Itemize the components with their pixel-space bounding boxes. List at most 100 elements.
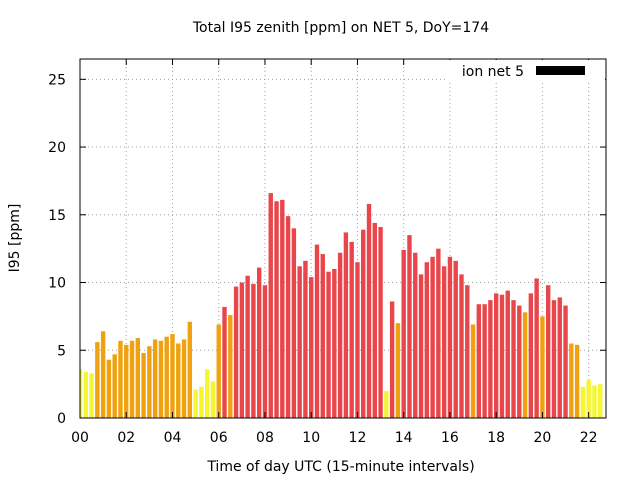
bar <box>401 250 406 418</box>
x-tick-label: 06 <box>210 430 228 446</box>
bar <box>436 248 441 418</box>
bar <box>245 275 250 418</box>
axis-ticks: 0 5 10 15 20 25 00 02 04 06 08 10 12 14 16 18 20 22 <box>48 59 606 446</box>
bar <box>598 384 603 418</box>
bar <box>262 285 268 418</box>
bar <box>291 228 297 418</box>
bar <box>280 199 285 418</box>
bars <box>80 193 603 418</box>
bar <box>551 300 557 418</box>
bar <box>372 222 377 418</box>
bar <box>430 256 435 418</box>
bar <box>268 193 273 418</box>
bar <box>320 254 325 418</box>
bar <box>187 321 193 418</box>
y-tick-label: 15 <box>48 208 66 224</box>
bar <box>580 386 586 418</box>
bar <box>355 262 360 418</box>
bar <box>470 324 476 418</box>
bar <box>488 300 493 418</box>
bar <box>89 373 94 418</box>
bar <box>476 304 482 418</box>
bar <box>424 262 430 418</box>
bar <box>239 282 245 418</box>
bar <box>465 285 470 418</box>
x-tick-label: 20 <box>534 430 552 446</box>
bar <box>170 334 175 418</box>
bar <box>366 203 372 418</box>
bar <box>378 226 383 418</box>
legend-swatch <box>536 66 585 75</box>
x-tick-label: 22 <box>580 430 598 446</box>
y-tick-label: 20 <box>48 140 66 156</box>
bar <box>389 301 395 418</box>
bar <box>447 256 453 418</box>
bar <box>256 267 262 418</box>
bar <box>147 346 152 418</box>
bar <box>176 343 181 418</box>
bar <box>349 241 354 418</box>
bar <box>251 283 256 418</box>
bar <box>152 339 158 418</box>
bar <box>100 331 106 418</box>
x-tick-label: 02 <box>117 430 135 446</box>
bar <box>453 260 458 418</box>
bar <box>418 274 424 418</box>
bar <box>517 305 522 418</box>
legend: ion net 5 <box>448 60 605 82</box>
bar <box>407 235 412 418</box>
bar <box>314 244 320 418</box>
bar <box>141 352 146 418</box>
bar <box>193 389 198 418</box>
bar <box>332 268 337 418</box>
bar <box>569 343 574 418</box>
bar <box>384 390 389 418</box>
bar <box>337 252 343 418</box>
bar <box>297 266 302 418</box>
bar <box>459 274 464 418</box>
bar <box>112 354 117 418</box>
bar <box>124 344 129 418</box>
bar <box>228 315 233 418</box>
bar <box>586 380 591 418</box>
y-tick-label: 0 <box>57 411 66 427</box>
bar <box>499 294 505 418</box>
bar <box>441 266 447 418</box>
bar <box>210 381 216 418</box>
bar <box>540 316 545 418</box>
x-tick-label: 16 <box>441 430 459 446</box>
bar <box>106 359 112 418</box>
bar <box>413 252 418 418</box>
bar <box>216 324 221 418</box>
bar <box>546 285 551 418</box>
x-tick-label: 04 <box>164 430 182 446</box>
bar <box>80 369 83 418</box>
x-tick-label: 12 <box>349 430 367 446</box>
y-tick-label: 5 <box>57 343 66 359</box>
bar <box>511 300 516 418</box>
bar <box>233 286 239 418</box>
bar <box>204 369 210 418</box>
chart-title: Total I95 zenith [ppm] on NET 5, DoY=174 <box>192 20 489 36</box>
y-tick-label: 25 <box>48 72 66 88</box>
y-axis-label: I95 [ppm] <box>7 204 23 273</box>
x-tick-label: 08 <box>256 430 274 446</box>
bar <box>158 340 164 418</box>
bar <box>482 304 487 418</box>
bar <box>118 340 123 418</box>
bar <box>199 386 204 418</box>
bar <box>274 201 279 418</box>
bar <box>493 293 499 418</box>
x-tick-label: 00 <box>71 430 89 446</box>
legend-label: ion net 5 <box>462 64 524 80</box>
x-tick-label: 18 <box>487 430 505 446</box>
x-tick-label: 10 <box>302 430 320 446</box>
x-axis-label: Time of day UTC (15-minute intervals) <box>206 459 474 475</box>
bar <box>95 342 100 418</box>
bar <box>557 297 562 418</box>
bar <box>592 385 597 418</box>
bar <box>285 216 291 418</box>
bar <box>303 260 308 418</box>
bar <box>522 312 528 418</box>
